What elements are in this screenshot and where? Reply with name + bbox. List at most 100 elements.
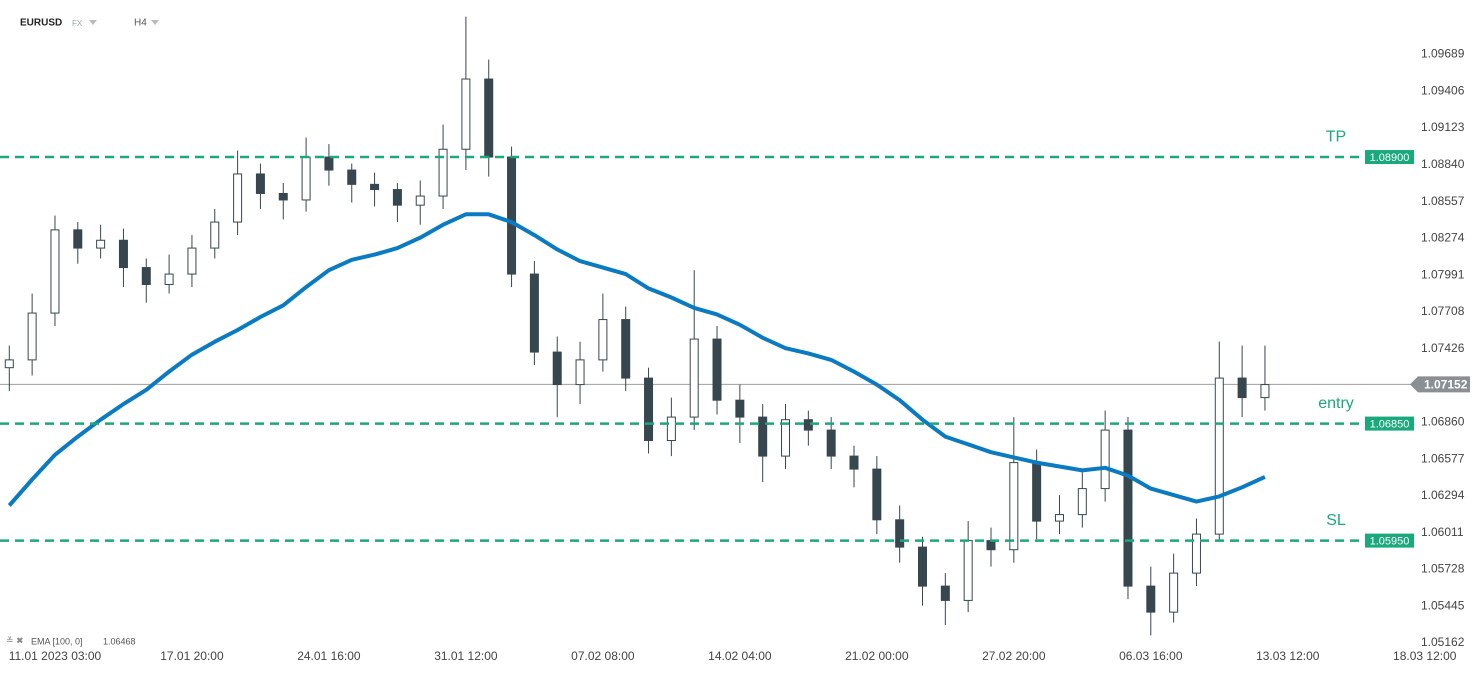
candle-body <box>849 455 859 470</box>
candle-body <box>552 351 562 386</box>
candle-body <box>255 173 265 194</box>
candle-body <box>164 273 174 285</box>
candle-body <box>1260 384 1270 399</box>
candle-body <box>575 359 585 386</box>
level-label: 1.06850 <box>1370 418 1410 430</box>
x-tick-label: 17.01 20:00 <box>160 649 224 663</box>
x-tick-label: 27.02 20:00 <box>982 649 1046 663</box>
candle-body <box>324 156 334 171</box>
x-tick-label: 24.01 16:00 <box>297 649 361 663</box>
last-price-tag <box>1410 376 1470 393</box>
candle-body <box>1054 514 1064 522</box>
y-tick-label: 1.07426 <box>1421 341 1465 355</box>
candle-body <box>1169 572 1179 613</box>
candle-body <box>781 419 791 457</box>
y-tick-label: 1.09689 <box>1421 47 1465 61</box>
x-tick-label: 07.02 08:00 <box>571 649 635 663</box>
y-tick-label: 1.06577 <box>1421 451 1465 465</box>
candle-body <box>4 359 14 369</box>
candle-body <box>1214 377 1224 535</box>
ema-line <box>7 212 1266 507</box>
candle-body <box>826 429 836 457</box>
candle-body <box>758 416 768 457</box>
candle-body <box>1237 377 1247 399</box>
candle-body <box>1191 533 1201 574</box>
y-tick-label: 1.06294 <box>1421 488 1465 502</box>
y-tick-label: 1.08840 <box>1421 157 1465 171</box>
candle-body <box>644 377 654 441</box>
market: FX <box>72 19 83 28</box>
x-tick-label: 06.03 16:00 <box>1119 649 1183 663</box>
x-tick-label: 14.02 04:00 <box>708 649 772 663</box>
candle-body <box>1123 429 1133 587</box>
candle-body <box>666 416 676 441</box>
candle-body <box>529 273 539 353</box>
candle-body <box>96 239 106 249</box>
candle-body <box>963 540 973 601</box>
indicator-value: 1.06468 <box>103 636 136 646</box>
dropdown-arrow[interactable] <box>89 20 97 25</box>
candle-body <box>50 229 60 314</box>
candle-body <box>484 78 494 158</box>
candle-body <box>712 338 722 401</box>
dropdown-arrow[interactable] <box>151 20 159 25</box>
x-tick-label: 11.01 2023 03:00 <box>9 649 102 663</box>
y-tick-label: 1.05728 <box>1421 562 1465 576</box>
timeframe[interactable]: H4 <box>134 18 147 29</box>
candle-body <box>803 419 813 431</box>
candle-body <box>872 468 882 521</box>
level-name: SL <box>1326 512 1346 529</box>
candle-body <box>689 338 699 418</box>
candle-body <box>895 519 905 548</box>
candle-body <box>27 312 37 361</box>
candle-body <box>1146 585 1156 613</box>
candle-body <box>370 183 380 191</box>
candle-body <box>735 399 745 418</box>
candle-body <box>347 169 357 185</box>
x-tick-label: 13.03 12:00 <box>1256 649 1320 663</box>
level-name: entry <box>1318 395 1354 412</box>
y-tick-label: 1.05445 <box>1421 598 1465 612</box>
y-tick-label: 1.06011 <box>1421 525 1464 539</box>
level-tag <box>1365 150 1414 165</box>
candle-body <box>301 156 311 201</box>
level-label: 1.08900 <box>1370 152 1410 164</box>
y-tick-label: 1.09123 <box>1421 120 1465 134</box>
indicator-icon[interactable]: ≚ ✖ <box>6 635 24 645</box>
y-tick-label: 1.09406 <box>1421 83 1465 97</box>
candle-body <box>415 195 425 206</box>
level-tag <box>1365 416 1414 431</box>
x-tick-label: 31.01 12:00 <box>434 649 498 663</box>
candle-body <box>1077 488 1087 516</box>
candle-body <box>141 267 151 285</box>
x-tick-label: 21.02 00:00 <box>845 649 909 663</box>
y-tick-label: 1.06860 <box>1421 414 1465 428</box>
candle-body <box>621 319 631 379</box>
level-name: TP <box>1326 128 1346 145</box>
x-tick-label: 18.03 12:00 <box>1393 649 1457 663</box>
candle-body <box>1100 429 1110 490</box>
candle-body <box>1032 462 1042 522</box>
candle-body <box>73 229 83 249</box>
symbol[interactable]: EURUSD <box>20 18 62 29</box>
y-tick-label: 1.07708 <box>1421 304 1465 318</box>
candle-body <box>233 173 243 223</box>
candle-body <box>278 192 288 201</box>
candle-body <box>918 546 927 587</box>
y-tick-label: 1.08557 <box>1421 194 1465 208</box>
candle-body <box>986 540 996 551</box>
indicator-name: EMA [100, 0] <box>31 636 83 646</box>
candle-body <box>438 148 448 197</box>
level-label: 1.05950 <box>1370 536 1410 548</box>
candle-body <box>598 319 608 361</box>
last-price-label: 1.07152 <box>1424 377 1468 391</box>
level-tag <box>1365 533 1414 548</box>
candle-body <box>392 189 402 206</box>
candle-body <box>1009 462 1019 551</box>
y-tick-label: 1.07991 <box>1421 267 1465 281</box>
candle-body <box>507 156 517 275</box>
y-tick-label: 1.05162 <box>1421 635 1465 649</box>
candle-body <box>461 78 471 150</box>
y-tick-label: 1.08274 <box>1421 231 1465 245</box>
